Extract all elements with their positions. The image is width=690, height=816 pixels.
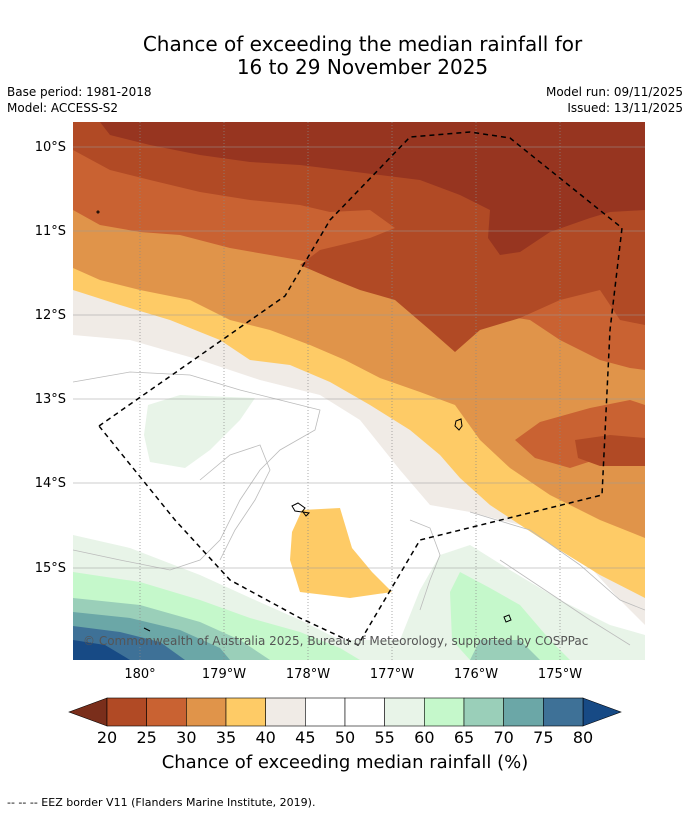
lon-label: 180° xyxy=(124,667,155,682)
colorbar-tick-label: 50 xyxy=(335,728,355,747)
colorbar-tick-label: 75 xyxy=(533,728,553,747)
field-55-60-patch xyxy=(144,395,255,468)
colorbar-segment xyxy=(225,697,266,727)
colorbar-segment xyxy=(503,697,544,727)
colorbar-segment xyxy=(146,697,187,727)
colorbar-title: Chance of exceeding median rainfall (%) xyxy=(161,752,529,773)
colorbar-segment xyxy=(543,697,584,727)
longitude-labels: 180° 179°W 178°W 177°W 176°W 175°W xyxy=(124,667,582,682)
colorbar-arrow-low xyxy=(68,697,108,727)
colorbar-segment xyxy=(463,697,504,727)
latitude-labels: 10°S 11°S 12°S 13°S 14°S 15°S xyxy=(35,140,66,576)
colorbar-tick-label: 60 xyxy=(414,728,434,747)
lon-label: 178°W xyxy=(286,667,330,682)
colorbar-segment xyxy=(305,697,346,727)
island-small xyxy=(503,614,512,623)
copyright-credit: © Commonwealth of Australia 2025, Bureau… xyxy=(83,634,588,648)
model-name: Model: ACCESS-S2 xyxy=(7,101,119,115)
contour-lines xyxy=(73,371,645,646)
colorbar: 20 25 30 35 40 45 50 55 60 65 70 75 80 xyxy=(68,697,622,747)
lat-label: 14°S xyxy=(35,476,66,491)
field-65-70-east xyxy=(470,640,540,660)
colorbar-tick-label: 45 xyxy=(295,728,315,747)
field-20-25-east-patch xyxy=(575,435,645,466)
lat-label: 12°S xyxy=(35,308,66,323)
model-run: Model run: 09/11/2025 xyxy=(545,85,683,99)
island-uvea xyxy=(291,502,306,513)
colorbar-segment xyxy=(265,697,306,727)
field-60-65-east xyxy=(450,572,570,660)
lat-label: 11°S xyxy=(35,224,66,239)
contour-fields: © Commonwealth of Australia 2025, Bureau… xyxy=(73,122,645,660)
colorbar-segment xyxy=(384,697,425,727)
island-outlines xyxy=(96,210,512,632)
colorbar-tick-label: 65 xyxy=(454,728,474,747)
field-above-80 xyxy=(73,640,130,660)
map-title-line2: 16 to 29 November 2025 xyxy=(236,55,489,79)
eez-border xyxy=(97,131,623,646)
colorbar-tick-label: 25 xyxy=(136,728,156,747)
colorbar-tick-label: 30 xyxy=(176,728,196,747)
colorbar-tick-label: 80 xyxy=(573,728,593,747)
field-35-40-south xyxy=(290,508,392,598)
colorbar-tick-label: 70 xyxy=(493,728,513,747)
colorbar-tick-label: 20 xyxy=(97,728,117,747)
colorbar-tick-label: 40 xyxy=(255,728,275,747)
colorbar-segment xyxy=(186,697,227,727)
colorbar-segment xyxy=(106,697,147,727)
field-below-20 xyxy=(100,122,645,255)
base-period: Base period: 1981-2018 xyxy=(7,85,152,99)
lon-label: 176°W xyxy=(454,667,498,682)
colorbar-arrow-high xyxy=(582,697,622,727)
meta-right: Model run: 09/11/2025 Issued: 13/11/2025 xyxy=(546,84,683,116)
colorbar-tick-label: 35 xyxy=(216,728,236,747)
lon-label: 179°W xyxy=(202,667,246,682)
island-futuna xyxy=(301,511,311,517)
colorbar-tick-label: 55 xyxy=(374,728,394,747)
lat-label: 10°S xyxy=(35,140,66,155)
meta-left: Base period: 1981-2018 Model: ACCESS-S2 xyxy=(7,84,152,116)
lon-label: 177°W xyxy=(370,667,414,682)
latitude-lines xyxy=(73,146,645,569)
lon-label: 175°W xyxy=(538,667,582,682)
colorbar-segment xyxy=(344,697,385,727)
island-dot xyxy=(96,210,100,214)
lat-label: 15°S xyxy=(35,561,66,576)
map-title-line1: Chance of exceeding the median rainfall … xyxy=(142,32,583,56)
issued-date: Issued: 13/11/2025 xyxy=(567,101,683,115)
eez-footnote: -- -- -- EEZ border V11 (Flanders Marine… xyxy=(7,796,316,809)
island-west xyxy=(143,627,151,632)
lat-label: 13°S xyxy=(35,392,66,407)
colorbar-segment xyxy=(424,697,465,727)
island-niuafoou xyxy=(454,418,463,431)
